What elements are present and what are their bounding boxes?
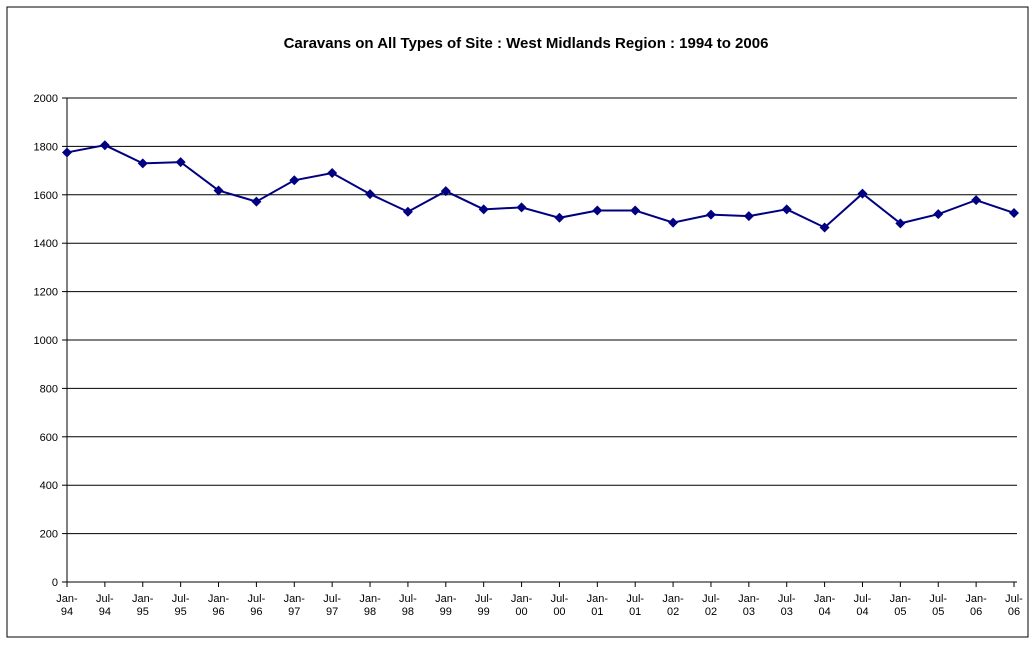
marker	[251, 196, 262, 207]
marker	[895, 218, 906, 229]
marker	[365, 189, 376, 200]
x-tick-label: Jul-95	[172, 593, 190, 618]
marker	[933, 209, 944, 220]
marker	[971, 195, 982, 206]
marker	[554, 212, 565, 223]
x-tick-label: Jan-01	[587, 593, 609, 618]
x-tick-label: Jul-06	[1005, 593, 1023, 618]
marker	[402, 206, 413, 217]
marker	[592, 205, 603, 216]
x-tick-label: Jan-00	[511, 593, 533, 618]
marker	[819, 222, 830, 233]
x-tick-label: Jan-05	[890, 593, 912, 618]
x-tick-label: Jul-05	[929, 593, 947, 618]
marker	[705, 209, 716, 220]
x-tick-label: Jan-99	[435, 593, 457, 618]
marker	[440, 186, 451, 197]
y-tick-label: 1400	[34, 238, 58, 250]
marker	[1009, 207, 1019, 218]
x-tick-label: Jul-00	[551, 593, 569, 618]
x-tick-label: Jul-97	[323, 593, 341, 618]
marker	[478, 204, 489, 215]
x-tick-label: Jul-03	[778, 593, 796, 618]
x-tick-label: Jan-03	[738, 593, 760, 618]
marker	[857, 188, 868, 199]
x-tick-label: Jan-98	[359, 593, 381, 618]
y-tick-label: 1200	[34, 287, 58, 299]
y-tick-label: 1800	[34, 141, 58, 153]
y-tick-label: 1600	[34, 190, 58, 202]
marker	[62, 147, 72, 158]
y-tick-label: 200	[40, 529, 58, 541]
x-tick-label: Jul-99	[475, 593, 493, 618]
x-tick-label: Jan-06	[965, 593, 987, 618]
marker	[99, 140, 110, 151]
marker	[137, 158, 148, 169]
y-tick-label: 600	[40, 432, 58, 444]
marker	[327, 168, 338, 179]
x-tick-label: Jan-04	[814, 593, 836, 618]
x-tick-label: Jan-97	[284, 593, 306, 618]
marker	[781, 204, 792, 215]
marker	[668, 217, 679, 228]
x-tick-label: Jul-94	[96, 593, 114, 618]
marker	[630, 205, 641, 216]
y-tick-label: 0	[52, 577, 58, 589]
line-series	[66, 144, 1015, 229]
marker	[213, 185, 224, 196]
chart-border	[6, 6, 1029, 638]
chart-title: Caravans on All Types of Site : West Mid…	[284, 35, 769, 52]
marker	[175, 157, 186, 168]
marker	[516, 202, 527, 213]
marker	[743, 211, 754, 222]
marker	[289, 175, 300, 186]
y-tick-label: 400	[40, 480, 58, 492]
x-tick-label: Jul-04	[854, 593, 872, 618]
x-tick-label: Jan-95	[132, 593, 154, 618]
x-tick-label: Jul-96	[248, 593, 266, 618]
x-tick-label: Jul-98	[399, 593, 417, 618]
y-tick-label: 2000	[34, 93, 58, 105]
x-tick-label: Jul-01	[626, 593, 644, 618]
x-tick-label: Jan-94	[56, 593, 78, 618]
y-tick-label: 800	[40, 383, 58, 395]
x-tick-label: Jul-02	[702, 593, 720, 618]
x-tick-label: Jan-02	[662, 593, 684, 618]
x-tick-label: Jan-96	[208, 593, 230, 618]
y-tick-label: 1000	[34, 335, 58, 347]
